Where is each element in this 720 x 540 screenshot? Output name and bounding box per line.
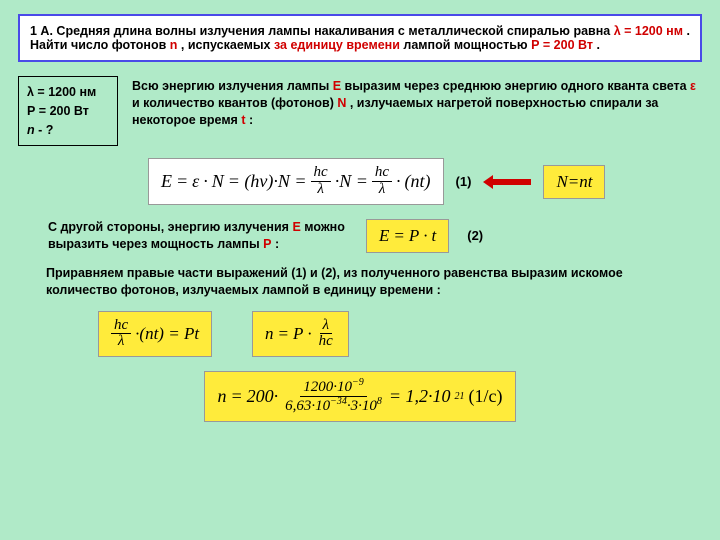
formula-result: n = 200· 1200·10−9 6,63·10−34·3·108 = 1,…: [204, 371, 515, 422]
formula-3b: n = P· λhc: [252, 311, 349, 358]
arrow-icon: [483, 175, 531, 189]
formula-N: N=nt: [543, 165, 605, 199]
problem-statement: 1 А. Cредняя длина волны излучения лампы…: [18, 14, 702, 62]
given-block: λ = 1200 нм Р = 200 Вт n - ?: [18, 76, 118, 146]
formula-3a: hcλ ·(nt) = Pt: [98, 311, 212, 358]
problem-number: 1 А.: [30, 24, 53, 38]
explanation-1: Всю энергию излучения лампы Е выразим че…: [132, 76, 702, 146]
explanation-3: Приравняем правые части выражений (1) и …: [46, 265, 674, 299]
explanation-2: С другой стороны, энергию излучения Е мо…: [48, 219, 348, 253]
formula-2: E=P·t: [366, 219, 449, 253]
eq-tag-2: (2): [467, 228, 483, 243]
formula-1: E = ε · N = (hν)·N = hcλ ·N = hcλ ·(nt): [148, 158, 444, 205]
eq-tag-1: (1): [456, 174, 472, 189]
